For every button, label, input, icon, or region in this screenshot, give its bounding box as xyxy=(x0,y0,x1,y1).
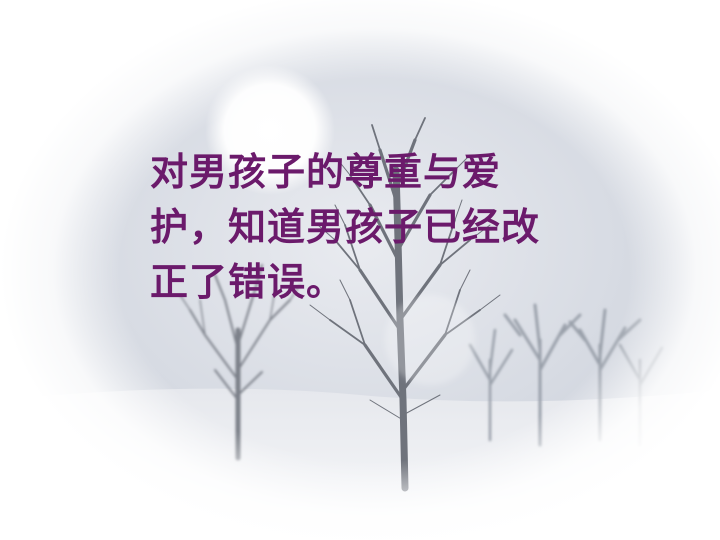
caption-line-1: 对男孩子的尊重与爱 xyxy=(150,150,502,194)
slide-caption: 对男孩子的尊重与爱 护，知道男孩子已经改 正了错误。 xyxy=(150,145,610,310)
caption-line-2: 护，知道男孩子已经改 xyxy=(150,205,541,249)
caption-line-3: 正了错误。 xyxy=(150,260,346,304)
